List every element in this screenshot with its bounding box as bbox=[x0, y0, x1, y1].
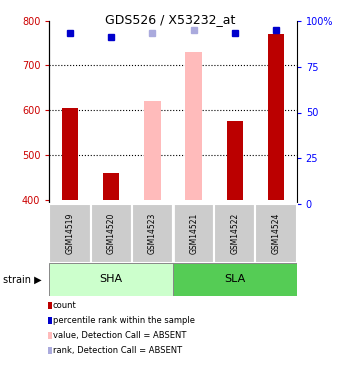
Bar bbox=[214, 204, 255, 262]
Bar bbox=[91, 204, 132, 262]
Bar bbox=[62, 108, 78, 200]
Bar bbox=[132, 204, 173, 262]
Bar bbox=[173, 204, 214, 262]
Bar bbox=[255, 204, 297, 262]
Text: strain ▶: strain ▶ bbox=[3, 274, 42, 284]
Bar bbox=[49, 204, 91, 262]
Text: GSM14520: GSM14520 bbox=[107, 213, 116, 254]
Text: rank, Detection Call = ABSENT: rank, Detection Call = ABSENT bbox=[53, 346, 182, 355]
Bar bbox=[186, 52, 202, 200]
Text: GSM14524: GSM14524 bbox=[271, 213, 281, 254]
Bar bbox=[144, 101, 161, 200]
Text: GSM14519: GSM14519 bbox=[65, 213, 75, 254]
Bar bbox=[103, 173, 119, 200]
Bar bbox=[173, 262, 297, 296]
Text: GDS526 / X53232_at: GDS526 / X53232_at bbox=[105, 13, 236, 26]
Text: SHA: SHA bbox=[100, 274, 123, 284]
Text: GSM14521: GSM14521 bbox=[189, 213, 198, 254]
Text: percentile rank within the sample: percentile rank within the sample bbox=[53, 316, 195, 325]
Text: GSM14523: GSM14523 bbox=[148, 213, 157, 254]
Text: value, Detection Call = ABSENT: value, Detection Call = ABSENT bbox=[53, 331, 186, 340]
Text: count: count bbox=[53, 301, 77, 310]
Text: GSM14522: GSM14522 bbox=[231, 213, 239, 254]
Bar bbox=[227, 122, 243, 200]
Bar bbox=[49, 262, 173, 296]
Text: SLA: SLA bbox=[224, 274, 246, 284]
Bar bbox=[268, 34, 284, 200]
